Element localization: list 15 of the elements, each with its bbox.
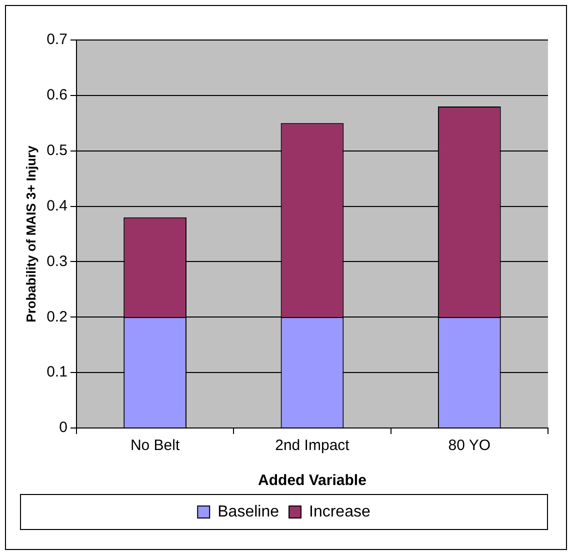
x-tick-label: 80 YO (448, 437, 491, 454)
y-tick-label: 0.7 (46, 31, 68, 48)
y-axis-title: Probability of MAIS 3+ Injury (23, 144, 38, 322)
legend-label: Baseline (218, 503, 280, 520)
x-tick-label: No Belt (130, 437, 180, 454)
y-tick-label: 0 (59, 419, 68, 436)
x-tick-label: 2nd Impact (275, 437, 350, 454)
y-tick-label: 0.2 (46, 308, 68, 326)
y-tick-label: 0.1 (46, 364, 68, 381)
y-tick-label: 0.3 (46, 252, 68, 270)
x-axis-title: Added Variable (258, 472, 366, 490)
y-tick-label: 0.4 (46, 197, 68, 214)
y-tick-label: 0.6 (46, 86, 68, 104)
legend-label: Increase (309, 503, 370, 520)
y-tick-label: 0.5 (46, 142, 68, 159)
